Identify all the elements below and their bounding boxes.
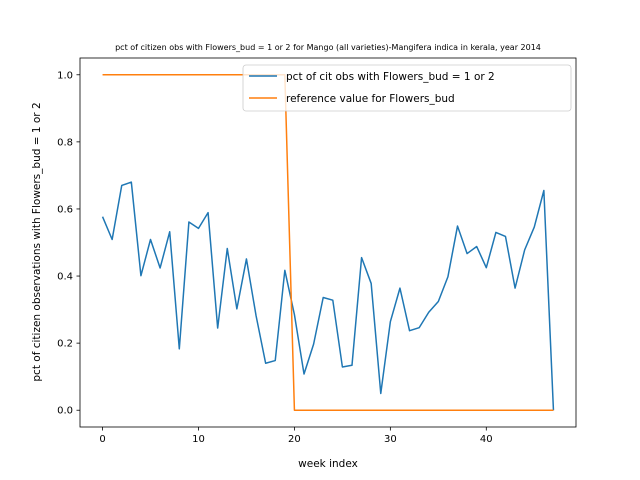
- legend-label-2: reference value for Flowers_bud: [286, 93, 455, 105]
- x-tick-label: 0: [99, 434, 105, 445]
- x-tick-label: 10: [192, 434, 205, 445]
- series-line-1: [101, 181, 555, 411]
- y-axis-title: pct of citizen observations with Flowers…: [31, 102, 43, 381]
- x-tick-label: 30: [384, 434, 397, 445]
- x-tick-label: 40: [480, 434, 493, 445]
- axes-frame: [79, 57, 577, 428]
- x-tick-label: 20: [288, 434, 301, 445]
- y-tick-label: 0.6: [57, 204, 73, 215]
- plot-area: 0 10 20 30 40 0.0 0.2 0.4 0.6 0.8 1.0 pct of cit ob…: [57, 57, 577, 445]
- y-tick-label: 0.4: [57, 272, 73, 283]
- y-tick-label: 0.2: [57, 339, 73, 350]
- x-axis-title: week index: [298, 458, 358, 470]
- series-line-2: [102, 74, 554, 411]
- legend-label-1: pct of cit obs with Flowers_bud = 1 or 2: [286, 71, 495, 83]
- y-tick-label: 0.0: [57, 406, 73, 417]
- legend-box: [242, 64, 572, 112]
- chart-title: pct of citizen obs with Flowers_bud = 1 …: [115, 43, 541, 52]
- y-tick-label: 1.0: [57, 70, 73, 81]
- y-tick-label: 0.8: [57, 137, 73, 148]
